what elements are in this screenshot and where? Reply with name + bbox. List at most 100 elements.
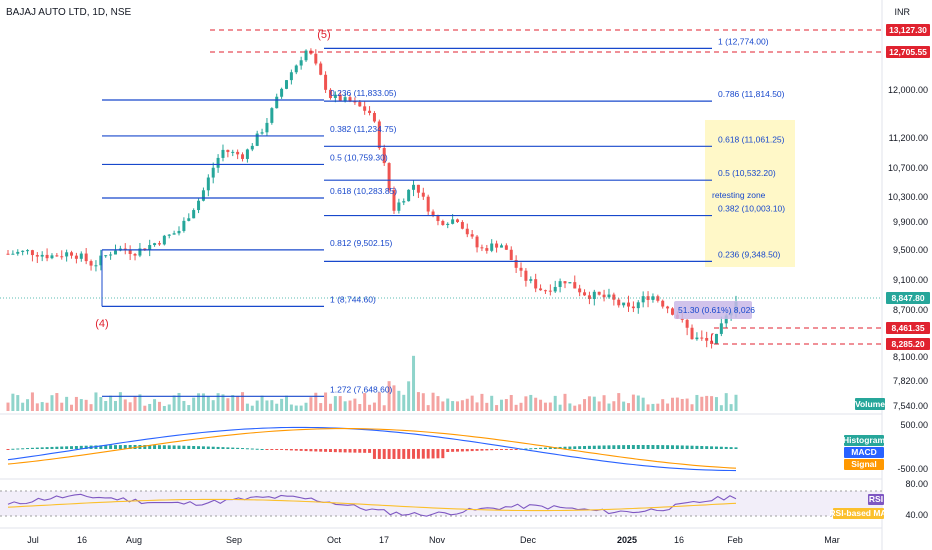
wave-label-4: (4) — [95, 318, 108, 330]
macd-histogram-bar — [397, 449, 401, 459]
price-tick-label: 9,100.00 — [893, 275, 928, 285]
fib-label-right: 0.618 (11,061.25) — [718, 134, 785, 144]
time-tick-label: Dec — [520, 535, 537, 545]
volume-bar — [416, 392, 420, 411]
volume-bar — [60, 402, 64, 411]
volume-bar — [641, 397, 645, 411]
volume-bar — [710, 396, 714, 411]
volume-bar — [30, 392, 34, 411]
price-tag-label: 8,847.80 — [891, 293, 924, 303]
macd-histogram-bar — [289, 449, 293, 451]
candle-body — [338, 94, 342, 101]
rsi-tick-label: 40.00 — [905, 510, 928, 520]
macd-histogram-bar — [499, 449, 503, 450]
volume-bar — [509, 394, 513, 411]
volume-bar — [118, 392, 122, 411]
candle-body — [358, 102, 362, 107]
macd-histogram-bar — [55, 446, 59, 449]
zone-label: retesting zone — [712, 190, 766, 200]
macd-histogram-bar — [333, 449, 337, 453]
candle-body — [641, 296, 645, 303]
candle-body — [627, 302, 631, 307]
macd-histogram-bar — [211, 446, 215, 449]
candle-body — [138, 248, 142, 256]
macd-histogram-bar — [666, 445, 670, 449]
candle-body — [99, 255, 103, 266]
candle-body — [685, 319, 689, 328]
price-tag-label: 8,285.20 — [891, 339, 924, 349]
rsi-tick-label: 80.00 — [905, 479, 928, 489]
macd-histogram-bar — [426, 449, 430, 459]
candle-body — [475, 236, 479, 248]
volume-bar — [431, 392, 435, 411]
time-tick-label: 17 — [379, 535, 389, 545]
macd-histogram-bar — [485, 449, 489, 451]
rsi-ma-legend-tag — [833, 508, 884, 519]
candle-body — [65, 252, 69, 257]
macd-histogram-bar — [587, 445, 591, 449]
macd-histogram-bar — [592, 445, 596, 449]
macd-histogram-bar — [192, 446, 196, 449]
volume-bar — [426, 405, 430, 411]
candle-body — [21, 250, 25, 252]
candle-body — [490, 243, 494, 251]
macd-histogram-bar — [416, 449, 420, 459]
macd-histogram-bar — [70, 446, 74, 449]
volume-bar — [255, 400, 259, 411]
wave-label-1: ( — [710, 332, 714, 344]
price-tick-label: 10,700.00 — [888, 163, 928, 173]
volume-bar — [607, 403, 611, 411]
candle-body — [607, 294, 611, 298]
volume-bar — [470, 395, 474, 411]
candle-body — [636, 302, 640, 309]
candle-body — [495, 243, 499, 248]
macd-histogram-bar — [436, 449, 440, 459]
candle-body — [680, 318, 684, 320]
candle-body — [558, 281, 562, 287]
candle-body — [35, 255, 39, 257]
volume-bar — [597, 401, 601, 411]
macd-histogram-bar — [294, 449, 298, 451]
candle-body — [451, 219, 455, 224]
macd-histogram-bar — [245, 448, 249, 450]
candle-body — [392, 189, 396, 211]
macd-histogram-bar — [250, 448, 254, 450]
candle-body — [714, 333, 718, 344]
candle-body — [270, 108, 274, 123]
candle-body — [690, 327, 694, 340]
macd-histogram-bar — [456, 449, 460, 452]
volume-bar — [558, 404, 562, 411]
volume-bar — [177, 392, 181, 411]
candle-body — [148, 245, 152, 251]
macd-histogram-bar — [710, 446, 714, 449]
symbol-title[interactable]: BAJAJ AUTO LTD, 1D, NSE — [6, 7, 132, 18]
currency-label: INR — [894, 7, 911, 17]
volume-bar — [314, 392, 318, 411]
volume-bar — [475, 402, 479, 411]
fib-label-left: 0.812 (9,502.15) — [330, 238, 393, 248]
candle-body — [456, 219, 460, 223]
macd-histogram-bar — [480, 449, 484, 451]
candle-body — [250, 145, 254, 150]
macd-histogram-bar — [104, 445, 108, 449]
candle-body — [529, 279, 533, 281]
macd-histogram-bar — [612, 445, 616, 449]
price-tag — [886, 24, 930, 36]
macd-histogram-bar — [21, 448, 25, 450]
macd-histogram-bar — [724, 446, 728, 449]
volume-bar — [211, 400, 215, 411]
macd-histogram-bar — [368, 449, 372, 453]
macd-histogram-bar — [284, 449, 288, 451]
candle-body — [236, 151, 240, 155]
candle-body — [426, 196, 430, 212]
candle-body — [182, 220, 186, 231]
macd-histogram-bar — [607, 445, 611, 449]
macd-histogram-bar — [153, 445, 157, 449]
macd-histogram-bar — [113, 445, 117, 449]
fib-label-left: 0.382 (11,234.75) — [330, 124, 397, 134]
candle-body — [211, 167, 215, 178]
macd-histogram-bar — [172, 445, 176, 449]
time-tick-label: Feb — [727, 535, 743, 545]
price-tick-label: 7,820.00 — [893, 376, 928, 386]
